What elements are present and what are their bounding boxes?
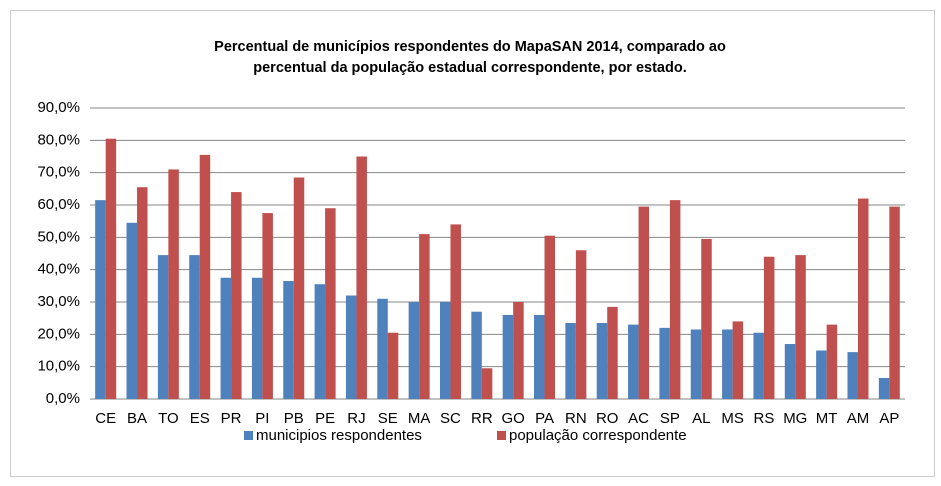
- bar: [534, 314, 545, 399]
- x-tick-label: CE: [95, 410, 116, 427]
- x-tick-label: PE: [315, 410, 335, 427]
- x-tick-label: RR: [471, 410, 493, 427]
- bar: [345, 295, 357, 399]
- bar: [847, 352, 858, 399]
- y-tick-label: 80,0%: [37, 131, 80, 148]
- y-tick-label: 90,0%: [37, 99, 80, 116]
- bar: [126, 222, 138, 399]
- bar: [690, 329, 702, 399]
- x-tick-label: MT: [816, 410, 838, 427]
- bar: [816, 350, 827, 399]
- bar: [251, 277, 263, 399]
- bar: [450, 224, 461, 399]
- y-tick-label: 20,0%: [37, 325, 80, 342]
- x-tick-label: SE: [378, 410, 398, 427]
- bar: [220, 277, 232, 399]
- y-tick-label: 40,0%: [37, 261, 80, 278]
- y-tick-label: 70,0%: [37, 164, 80, 181]
- x-tick-label: BA: [127, 410, 147, 427]
- x-tick-label: RN: [565, 410, 587, 427]
- x-tick-label: AP: [879, 410, 899, 427]
- bar: [659, 327, 670, 399]
- x-tick-label: MA: [408, 410, 431, 427]
- bar: [638, 206, 650, 399]
- bar: [293, 177, 305, 399]
- x-tick-label: RS: [754, 410, 775, 427]
- bar: [199, 154, 211, 399]
- x-tick-label: PR: [221, 410, 242, 427]
- bar: [513, 302, 524, 399]
- bar: [157, 255, 169, 399]
- bar: [95, 200, 106, 399]
- chart-title: Percentual de municípios respondentes do…: [214, 39, 726, 55]
- legend-label: população correspondente: [509, 427, 687, 444]
- bar: [701, 238, 712, 399]
- bar: [231, 192, 242, 399]
- x-tick-label: AC: [628, 410, 649, 427]
- bar: [314, 284, 326, 399]
- bar: [481, 368, 493, 399]
- bar: [502, 314, 514, 399]
- bar: [377, 298, 388, 399]
- bar: [732, 321, 744, 399]
- bar: [262, 213, 273, 399]
- chart-border: [10, 10, 935, 477]
- x-tick-label: ES: [190, 410, 210, 427]
- bar: [857, 198, 869, 399]
- x-tick-label: MG: [783, 410, 807, 427]
- bar: [784, 344, 796, 399]
- x-tick-label: AL: [692, 410, 710, 427]
- bar: [408, 302, 420, 399]
- x-tick-label: TO: [158, 410, 179, 427]
- bar: [137, 187, 148, 399]
- bar: [565, 323, 576, 399]
- bar: [763, 256, 775, 399]
- x-tick-label: SP: [660, 410, 680, 427]
- bar: [795, 255, 806, 399]
- y-tick-label: 10,0%: [37, 358, 80, 375]
- bar: [607, 306, 618, 399]
- bar: [628, 324, 639, 399]
- bar: [387, 332, 399, 399]
- x-tick-label: MS: [721, 410, 744, 427]
- x-tick-label: SC: [440, 410, 461, 427]
- y-tick-label: 0,0%: [46, 390, 80, 407]
- bar: [471, 311, 482, 399]
- bar: [325, 208, 336, 399]
- x-tick-label: PI: [255, 410, 269, 427]
- bar: [283, 280, 294, 399]
- bar: [722, 329, 733, 399]
- bar: [189, 255, 200, 399]
- legend-swatch: [244, 431, 253, 440]
- x-tick-label: GO: [502, 410, 525, 427]
- bar: [575, 250, 587, 399]
- bar: [878, 377, 890, 399]
- y-tick-label: 60,0%: [37, 196, 80, 213]
- bar: [105, 138, 117, 399]
- x-tick-label: PB: [284, 410, 304, 427]
- bar: [168, 169, 179, 399]
- chart-title: percentual da população estadual corresp…: [253, 60, 687, 76]
- bar: [356, 156, 367, 399]
- bar: [669, 200, 681, 399]
- legend-swatch: [497, 431, 506, 440]
- x-tick-label: RJ: [347, 410, 365, 427]
- x-tick-label: AM: [847, 410, 870, 427]
- bar: [439, 302, 451, 399]
- bar: [596, 323, 608, 399]
- y-tick-label: 50,0%: [37, 228, 80, 245]
- legend-label: municipios respondentes: [256, 427, 422, 444]
- y-tick-label: 30,0%: [37, 293, 80, 310]
- bar: [826, 324, 838, 399]
- bar: [889, 206, 900, 399]
- bar: [419, 234, 430, 399]
- bar: [753, 332, 764, 399]
- x-tick-label: PA: [535, 410, 554, 427]
- bar: [544, 235, 556, 399]
- x-tick-label: RO: [596, 410, 619, 427]
